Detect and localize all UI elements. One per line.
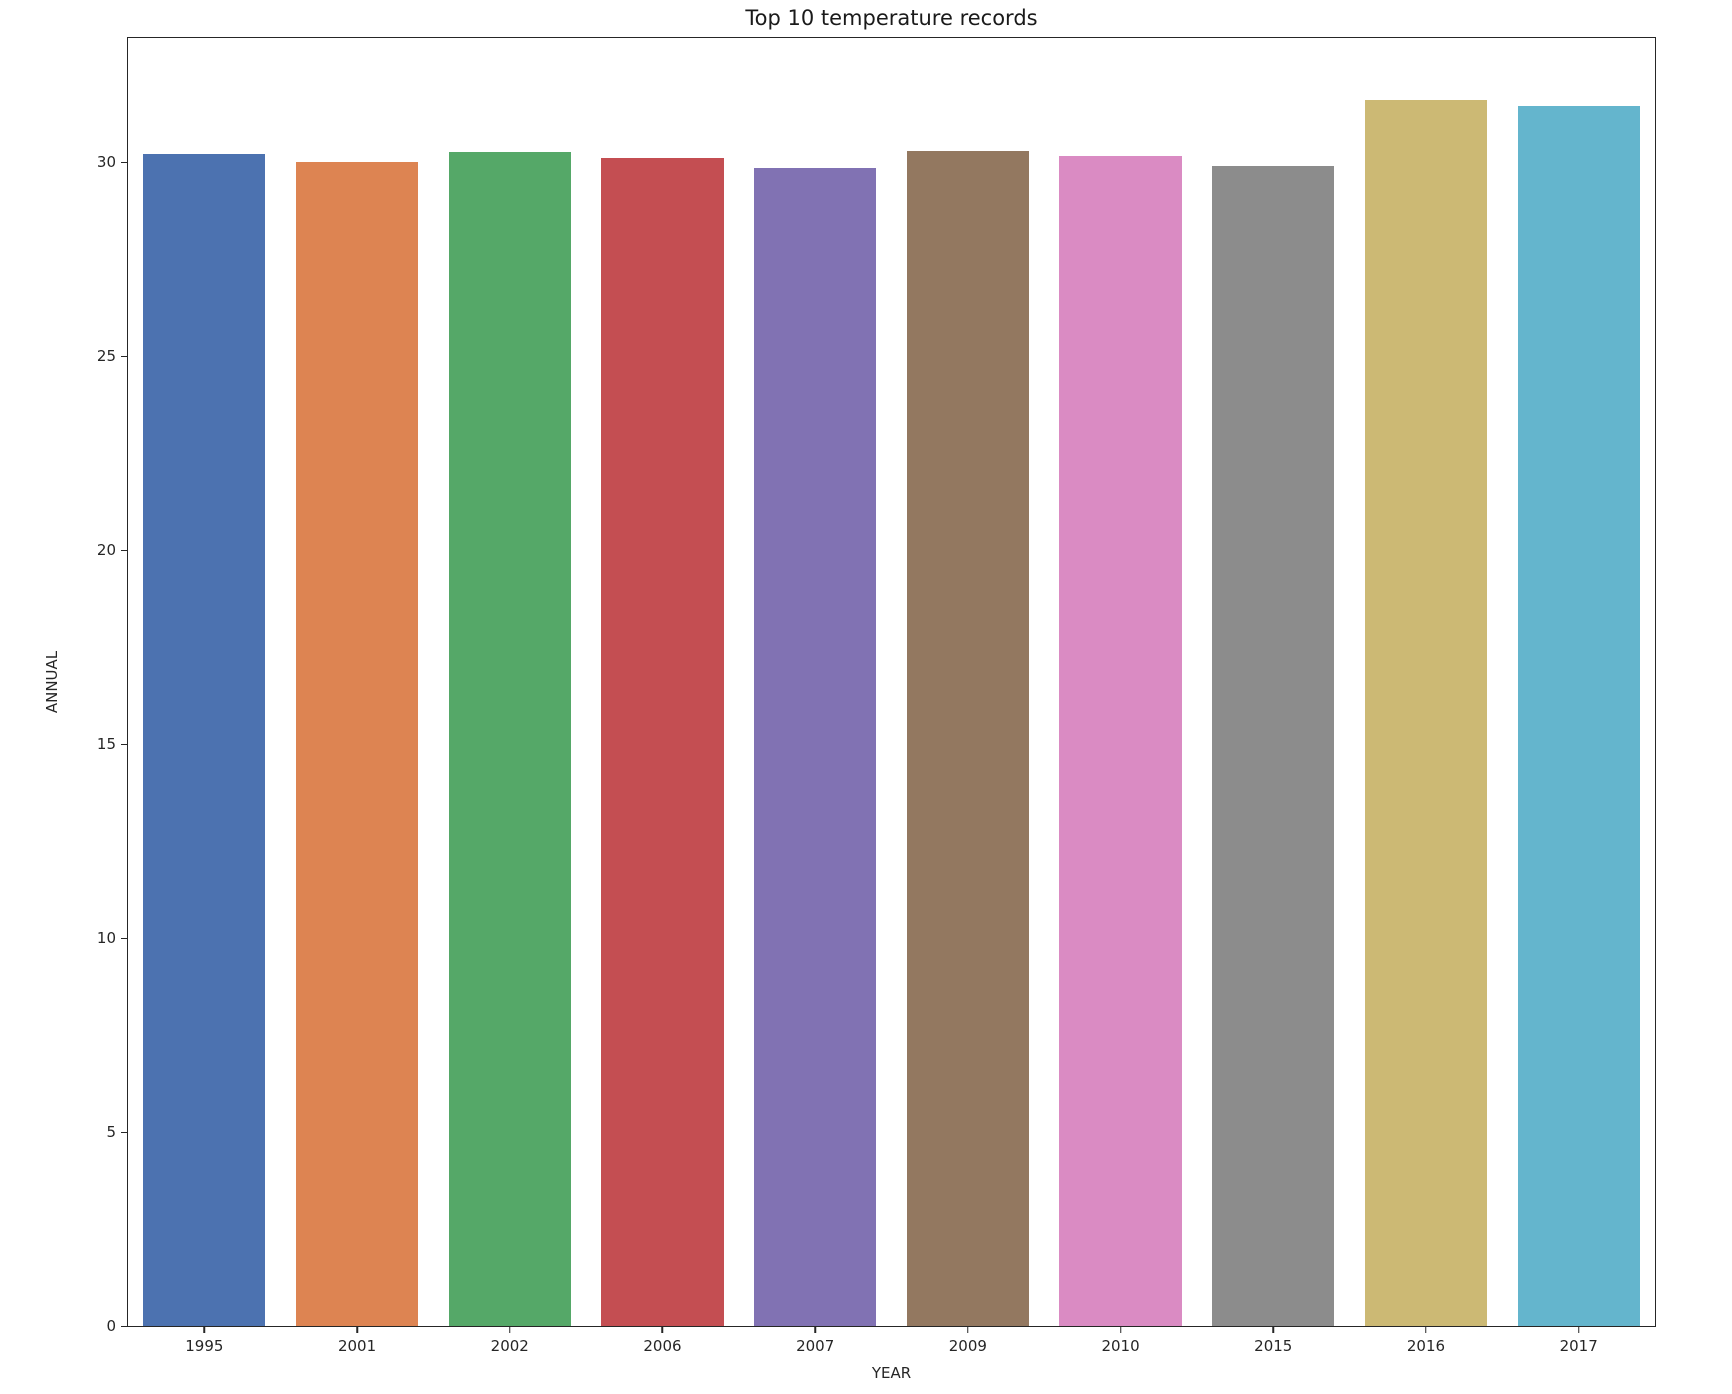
y-tick-mark — [121, 549, 128, 552]
x-tick-label: 2007 — [796, 1337, 835, 1355]
x-tick-mark — [203, 1326, 206, 1333]
y-tick-mark — [121, 743, 128, 746]
x-tick-label: 2009 — [948, 1337, 987, 1355]
category-slot: 2006 — [586, 38, 739, 1355]
x-tick-mark — [1577, 1326, 1580, 1333]
x-tick-label: 2001 — [337, 1337, 377, 1355]
category-slot: 1995 — [128, 38, 281, 1355]
bar-2015 — [1212, 166, 1335, 1326]
y-tick-label: 25 — [96, 347, 116, 366]
x-tick-label: 2002 — [490, 1337, 529, 1355]
bar-2007 — [754, 167, 877, 1326]
x-tick-mark — [1425, 1326, 1427, 1333]
x-tick-label: 2016 — [1406, 1337, 1446, 1355]
category-slot: 2001 — [281, 38, 434, 1355]
y-tick-mark — [121, 355, 128, 358]
y-tick-mark — [121, 161, 128, 164]
y-tick-mark — [121, 1325, 128, 1327]
bars-layer: 1995 2001 2002 2006 2007 2009 2010 2015 2016 2017 — [128, 38, 1655, 1355]
x-tick-mark — [1272, 1326, 1275, 1333]
chart-title: Top 10 temperature records — [745, 6, 1038, 30]
x-tick-mark — [814, 1326, 816, 1333]
x-tick-label: 2017 — [1559, 1337, 1598, 1355]
category-slot: 2002 — [433, 38, 586, 1355]
bar-2017 — [1517, 105, 1640, 1326]
y-tick-label: 20 — [96, 541, 116, 560]
y-tick-label: 10 — [96, 929, 116, 948]
plot-area: 0 5 10 15 20 25 30 1995 2001 2002 2006 2007 2009 201… — [97, 37, 1656, 1355]
y-tick-mark — [121, 937, 128, 940]
category-slot: 2016 — [1350, 38, 1503, 1355]
category-slot: 2009 — [892, 38, 1045, 1355]
x-tick-mark — [356, 1326, 358, 1333]
x-tick-label: 2010 — [1101, 1337, 1140, 1355]
y-tick-label: 15 — [96, 735, 116, 754]
bar-2016 — [1364, 100, 1488, 1326]
x-tick-label: 2015 — [1254, 1337, 1293, 1355]
bar-2010 — [1059, 156, 1182, 1326]
category-slot: 2017 — [1502, 38, 1655, 1355]
category-slot: 2010 — [1044, 38, 1197, 1355]
x-tick-label: 1995 — [185, 1337, 224, 1355]
x-tick-mark — [509, 1326, 511, 1333]
y-tick-label: 30 — [96, 153, 116, 172]
y-axis-label: ANNUAL — [43, 650, 61, 714]
y-tick-mark — [121, 1131, 128, 1134]
category-slot: 2007 — [739, 38, 892, 1355]
bar-2009 — [906, 150, 1029, 1326]
x-axis-label: YEAR — [871, 1364, 912, 1382]
bar-2006 — [601, 158, 724, 1326]
y-tick-label: 0 — [106, 1317, 116, 1335]
x-tick-label: 2006 — [643, 1337, 682, 1355]
bar-2002 — [448, 152, 571, 1326]
y-axis-ticks: 0 5 10 15 20 25 30 — [97, 38, 1655, 1335]
y-tick-label: 5 — [106, 1123, 116, 1142]
bar-1995 — [143, 154, 266, 1326]
x-tick-mark — [661, 1326, 664, 1333]
x-tick-mark — [1119, 1326, 1122, 1333]
bar-2001 — [295, 162, 419, 1326]
x-tick-mark — [967, 1326, 969, 1333]
category-slot: 2015 — [1197, 38, 1350, 1355]
